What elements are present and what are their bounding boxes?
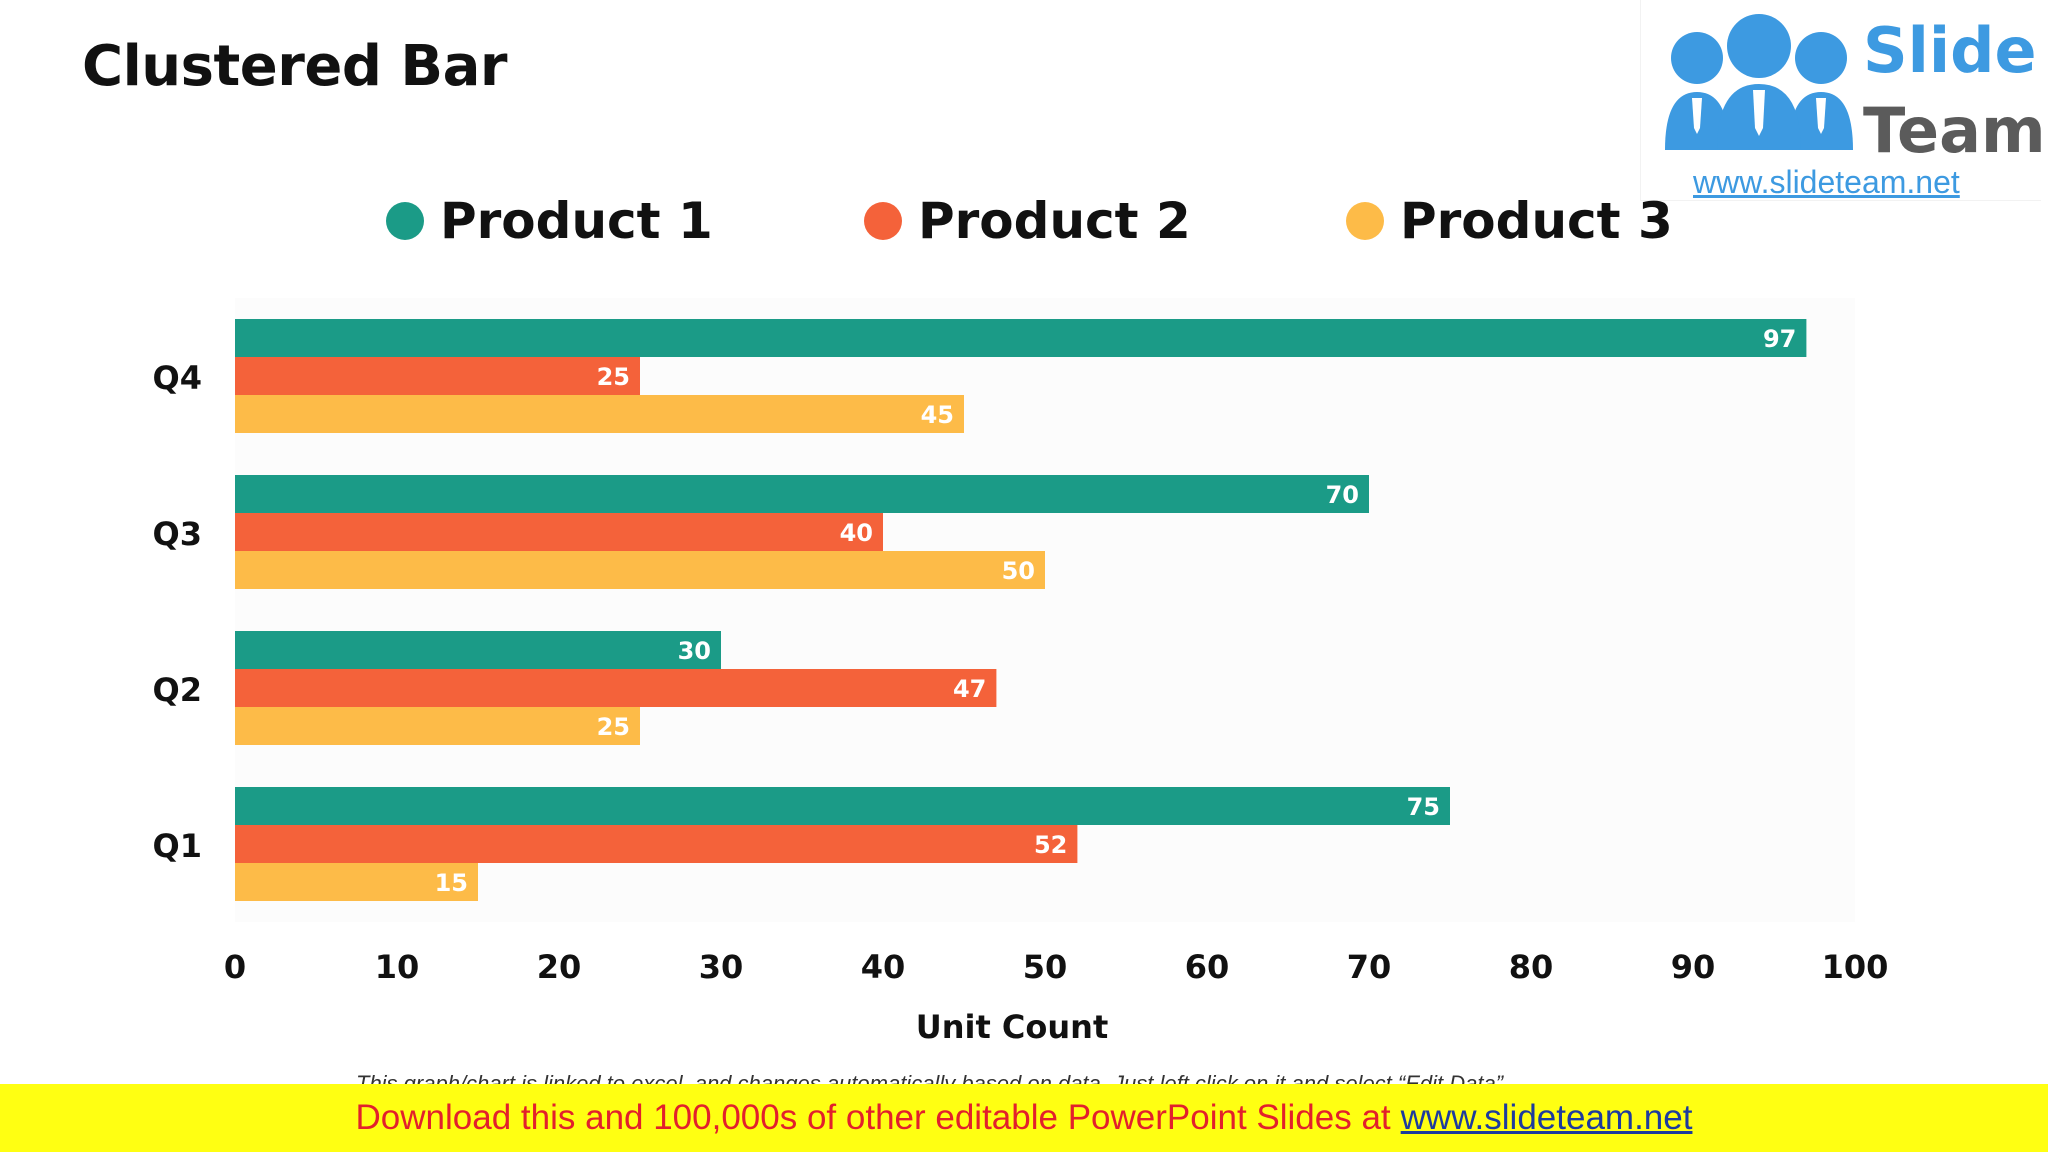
x-tick-label-40: 40 [861,948,906,986]
x-tick-label-50: 50 [1023,948,1068,986]
bar-q1-product-3 [235,863,478,901]
x-tick-label-20: 20 [537,948,582,986]
x-tick-label-100: 100 [1822,948,1889,986]
data-label-q1-product-3: 15 [435,869,468,897]
bar-q4-product-1 [235,319,1807,357]
banner-message: Download this and 100,000s of other edit… [355,1098,1391,1137]
legend-label-product-3: Product 3 [1400,192,1673,250]
banner-link[interactable]: www.slideteam.net [1400,1098,1693,1137]
category-label-q2: Q2 [153,671,202,709]
clustered-bar-chart: Q1 75 52 15 Q2 30 47 25 Q3 70 40 50 Q4 97 25 45 0 10 20 30 4… [152,319,1889,1046]
legend-marker-product-2 [864,202,902,240]
bar-q1-product-2 [235,825,1078,863]
data-label-q4-product-2: 25 [597,363,630,391]
x-tick-label-90: 90 [1671,948,1716,986]
legend-label-product-1: Product 1 [440,192,713,250]
data-label-q2-product-3: 25 [597,713,630,741]
team-people-icon [1665,14,1853,150]
legend-marker-product-3 [1346,202,1384,240]
bar-q2-product-2 [235,669,997,707]
bar-q3-product-1 [235,475,1369,513]
category-label-q1: Q1 [153,827,202,865]
legend-label-product-2: Product 2 [918,192,1191,250]
bar-q2-product-3 [235,707,640,745]
x-tick-label-30: 30 [699,948,744,986]
data-label-q3-product-3: 50 [1002,557,1035,585]
slide-title: Clustered Bar [82,34,508,99]
logo-word-team: Team [1863,94,2046,167]
data-label-q2-product-2: 47 [953,675,986,703]
legend-item-product-3[interactable]: Product 3 [1346,186,1673,256]
x-tick-label-0: 0 [224,948,246,986]
logo-word-slide: Slide [1863,14,2037,87]
x-tick-label-80: 80 [1509,948,1554,986]
data-label-q3-product-1: 70 [1326,481,1359,509]
data-label-q1-product-2: 52 [1034,831,1067,859]
bar-q2-product-1 [235,631,721,669]
bar-q3-product-2 [235,513,883,551]
data-label-q2-product-1: 30 [678,637,711,665]
data-label-q4-product-3: 45 [921,401,954,429]
bar-q4-product-3 [235,395,964,433]
download-banner[interactable]: Download this and 100,000s of other edit… [0,1084,2048,1152]
x-axis-title: Unit Count [916,1008,1109,1046]
slideteam-logo[interactable]: Slide Team www.slideteam.net [1640,0,2046,201]
x-tick-label-70: 70 [1347,948,1392,986]
data-label-q4-product-1: 97 [1763,325,1796,353]
legend-item-product-1[interactable]: Product 1 [386,186,713,256]
data-label-q1-product-1: 75 [1407,793,1440,821]
category-label-q4: Q4 [153,359,202,397]
chart-legend: Product 1 Product 2 Product 3 [0,186,2048,256]
data-label-q3-product-2: 40 [840,519,873,547]
bar-q4-product-2 [235,357,640,395]
bar-q1-product-1 [235,787,1450,825]
x-tick-label-60: 60 [1185,948,1230,986]
bar-q3-product-3 [235,551,1045,589]
legend-item-product-2[interactable]: Product 2 [864,186,1191,256]
x-tick-label-10: 10 [375,948,420,986]
banner-text: Download this and 100,000s of other edit… [356,1098,1693,1138]
category-label-q3: Q3 [153,515,202,553]
legend-marker-product-1 [386,202,424,240]
logo-url-link[interactable]: www.slideteam.net [1693,164,1960,200]
